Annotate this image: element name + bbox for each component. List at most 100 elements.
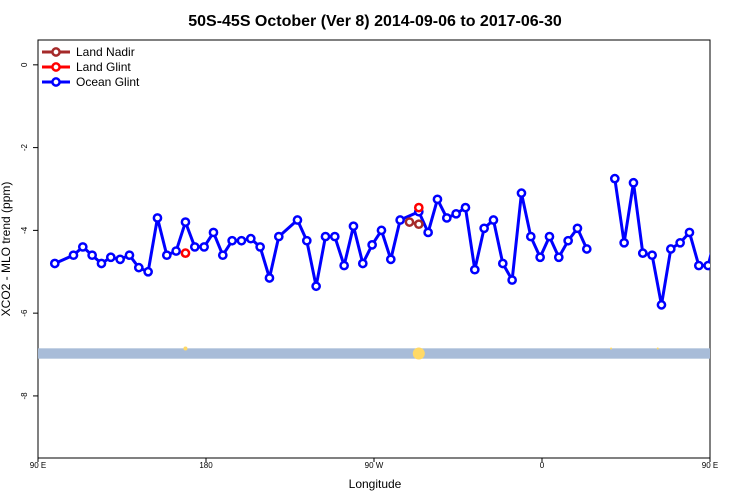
ocean-glint-point xyxy=(199,242,209,252)
ocean-glint-point xyxy=(264,273,275,283)
ocean-glint-point xyxy=(656,300,667,310)
ocean-glint-point xyxy=(367,240,377,250)
ocean-glint-point xyxy=(525,231,536,242)
ocean-glint-point xyxy=(647,250,657,261)
ocean-glint-point xyxy=(292,215,303,225)
x-tick-label: 180 xyxy=(199,461,213,470)
ocean-glint-point xyxy=(553,252,564,263)
ocean-glint-point xyxy=(115,254,125,265)
ocean-glint-point xyxy=(572,223,583,234)
ocean-glint-point xyxy=(301,235,312,246)
ocean-glint-point xyxy=(395,215,405,225)
legend-land-nadir-label: Land Nadir xyxy=(76,45,135,59)
ocean-glint-point xyxy=(441,213,452,223)
x-tick-label: 90 W xyxy=(365,461,384,470)
ocean-glint-point xyxy=(87,250,97,261)
ocean-glint-point xyxy=(255,242,265,252)
ocean-glint-point xyxy=(49,258,60,269)
land-ocean-band xyxy=(38,346,710,360)
chart-title: 50S-45S October (Ver 8) 2014-09-06 to 20… xyxy=(188,13,562,30)
y-tick-label: -4 xyxy=(20,226,29,234)
ocean-glint-point xyxy=(311,281,321,292)
x-tick-label: 90 E xyxy=(30,461,46,470)
ocean-glint-point xyxy=(703,260,710,271)
band-marker xyxy=(412,347,425,360)
land-nadir-point xyxy=(404,217,415,227)
ocean-glint-point xyxy=(357,258,368,269)
ocean-glint-point xyxy=(628,177,639,188)
x-axis-label: Longitude xyxy=(349,477,402,491)
ocean-glint-point xyxy=(469,264,480,275)
y-axis: 0 -2 -4 -6 -8 xyxy=(20,62,38,399)
ocean-glint-point xyxy=(619,237,629,248)
ocean-glint-point xyxy=(479,223,489,234)
x-axis: 90 E 180 90 W 0 90 E xyxy=(30,458,718,470)
y-tick-label: -8 xyxy=(20,392,29,400)
ocean-glint-point xyxy=(208,227,219,238)
ocean-glint-point xyxy=(544,231,555,242)
ocean-glint-point xyxy=(77,242,88,252)
land-glint-point xyxy=(413,202,424,213)
legend-land-nadir-marker xyxy=(51,47,61,57)
ocean-glint-point xyxy=(693,260,704,271)
band-marker xyxy=(656,347,659,350)
band-marker xyxy=(610,347,613,350)
ocean-glint-point xyxy=(714,225,721,232)
ocean-glint-line xyxy=(54,191,589,288)
legend-ocean-glint-marker xyxy=(51,77,61,87)
y-tick-label: -6 xyxy=(20,309,29,317)
x-tick-label: 0 xyxy=(540,461,545,470)
ocean-glint-point xyxy=(320,231,331,242)
ocean-glint-point xyxy=(133,262,144,273)
ocean-glint-point xyxy=(507,275,517,285)
ocean-glint-point xyxy=(609,173,620,184)
legend-land-glint-label: Land Glint xyxy=(76,60,131,74)
band-marker xyxy=(183,346,188,351)
ocean-glint-point xyxy=(143,266,153,277)
land-nadir-point xyxy=(413,219,424,230)
ocean-glint-point xyxy=(161,250,172,261)
ocean-glint-point xyxy=(423,227,433,238)
ocean-glint-point xyxy=(385,254,396,265)
ocean-glint-point xyxy=(96,258,107,269)
ocean-glint-point xyxy=(581,244,592,254)
ocean-glint-point xyxy=(329,231,340,242)
ocean-glint-point xyxy=(171,246,181,256)
band-rect xyxy=(38,348,710,359)
ocean-glint-point xyxy=(273,231,284,242)
ocean-glint-point xyxy=(516,188,527,198)
ocean-glint-point xyxy=(665,244,676,254)
ocean-glint-point xyxy=(152,213,163,223)
ocean-glint-point xyxy=(376,225,387,236)
ocean-glint-line xyxy=(613,178,710,307)
legend-land-glint-marker xyxy=(51,62,61,72)
x-tick-label: 90 E xyxy=(702,461,718,470)
land-glint-point xyxy=(180,248,191,258)
ocean-glint-point xyxy=(105,252,116,263)
ocean-glint-point xyxy=(733,260,740,267)
ocean-glint-point xyxy=(497,258,508,269)
ocean-glint-point xyxy=(535,252,545,263)
ocean-glint-point xyxy=(245,233,256,244)
ocean-glint-point xyxy=(217,250,228,261)
ocean-glint-point xyxy=(675,237,685,248)
y-axis-label: XCO2 - MLO trend (ppm) xyxy=(0,182,13,317)
ocean-glint-point xyxy=(68,250,79,261)
ocean-glint-line xyxy=(736,220,750,272)
ocean-glint-point xyxy=(180,217,191,227)
legend-ocean-glint-label: Ocean Glint xyxy=(76,75,140,89)
ocean-glint-point xyxy=(432,194,443,205)
ocean-glint-point xyxy=(637,248,648,258)
ocean-glint-point xyxy=(451,208,461,219)
y-tick-label: -2 xyxy=(20,144,29,152)
ocean-glint-point xyxy=(684,227,695,238)
series-layer xyxy=(49,173,750,310)
ocean-glint-point xyxy=(124,250,135,261)
ocean-glint-point xyxy=(348,221,359,232)
ocean-glint-point xyxy=(236,235,247,246)
ocean-glint-point xyxy=(339,260,349,271)
ocean-glint-point xyxy=(227,235,237,246)
ocean-glint-point xyxy=(189,242,200,252)
